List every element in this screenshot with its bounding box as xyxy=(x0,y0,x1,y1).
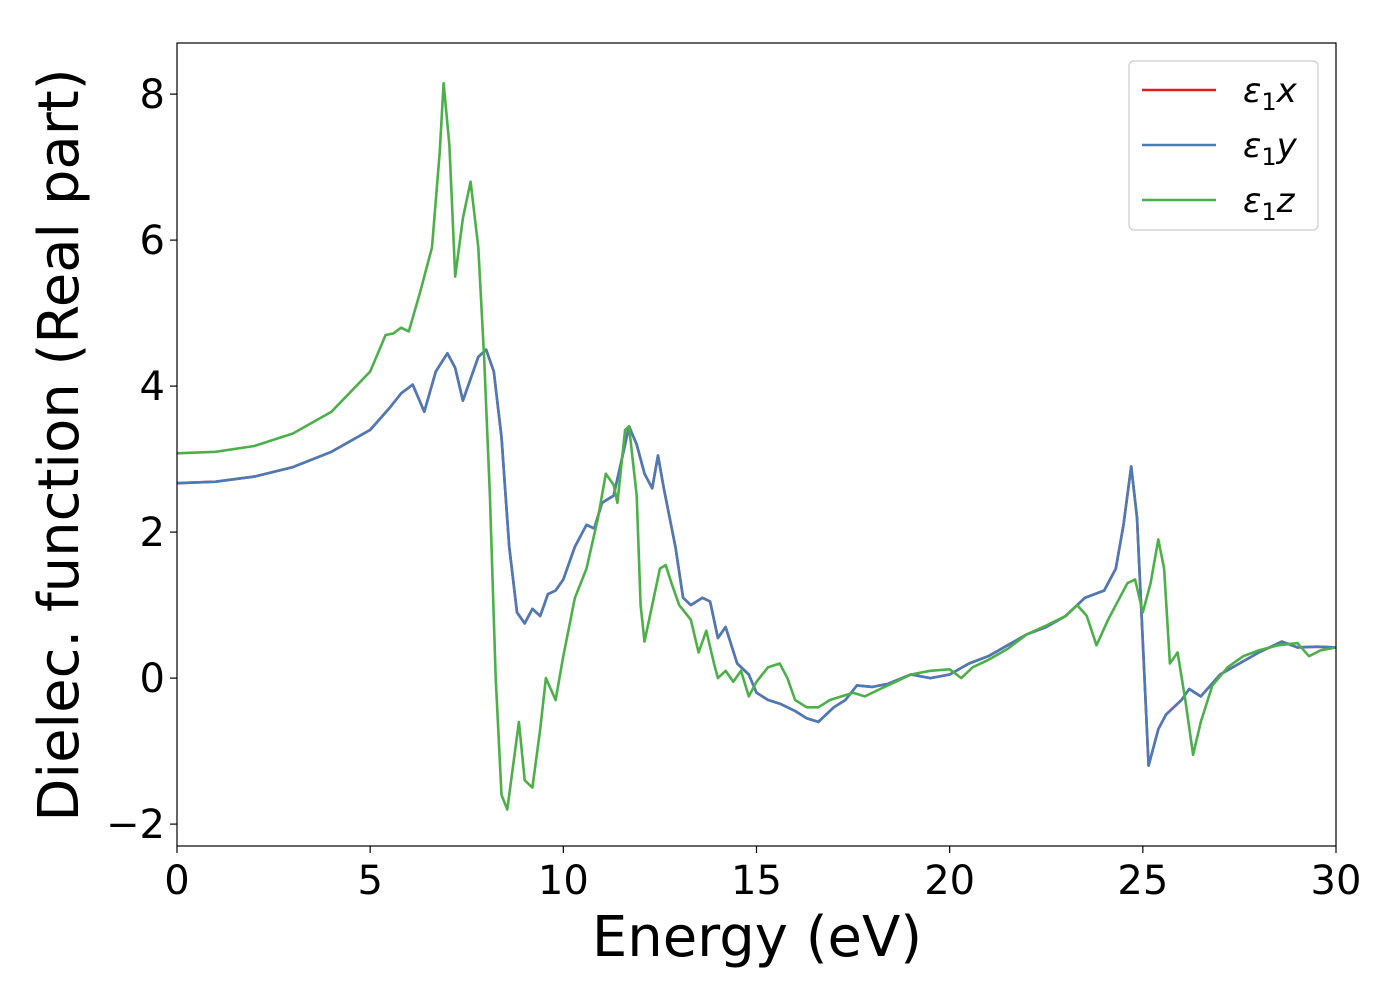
y-axis-label: Dielec. function (Real part) xyxy=(27,68,92,821)
x-tick-label: 25 xyxy=(1117,858,1168,904)
axis-ticks: 0 5 10 15 20 25 30 −2 0 2 4 6 8 xyxy=(106,72,1361,904)
x-tick-label: 20 xyxy=(924,858,975,904)
y-tick-label: 4 xyxy=(140,364,165,410)
legend-label: ε1z xyxy=(1243,181,1296,226)
series-line-2 xyxy=(177,348,1336,767)
x-tick-label: 15 xyxy=(731,858,782,904)
x-axis-label: Energy (eV) xyxy=(592,905,922,970)
legend-label: ε1x xyxy=(1243,71,1298,116)
x-tick-label: 0 xyxy=(164,858,189,904)
x-tick-label: 5 xyxy=(357,858,382,904)
y-tick-label: 8 xyxy=(140,72,165,118)
x-tick-label: 30 xyxy=(1311,858,1362,904)
y-tick-label: −2 xyxy=(106,802,165,848)
y-tick-label: 6 xyxy=(140,218,165,264)
x-tick-label: 10 xyxy=(538,858,589,904)
legend-box xyxy=(1128,60,1319,231)
series-line-3 xyxy=(177,81,1336,811)
legend: ε1x ε1y ε1z xyxy=(1128,60,1319,231)
y-tick-label: 2 xyxy=(140,510,165,556)
y-tick-label: 0 xyxy=(140,656,165,702)
series-lines xyxy=(177,81,1336,811)
legend-label: ε1y xyxy=(1243,126,1298,171)
